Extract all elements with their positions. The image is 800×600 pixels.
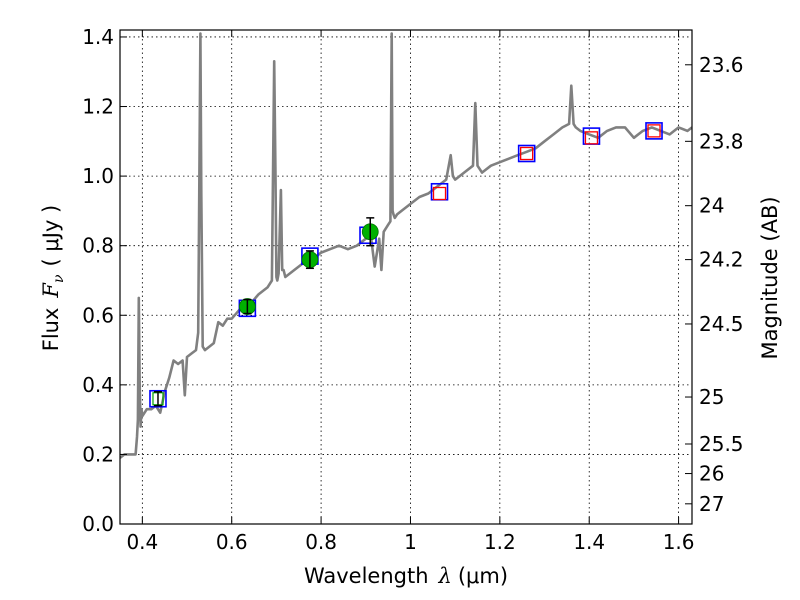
y-tick-label: 0.4 (82, 373, 114, 397)
right-tick-label: 25.5 (699, 432, 744, 456)
y-tick-label: 0.6 (82, 303, 114, 327)
right-tick-label: 26 (699, 462, 724, 486)
y-tick-label: 1.0 (82, 164, 114, 188)
y-axis-title: FluxFν( μJy ) (39, 205, 67, 351)
right-tick-label: 23.8 (699, 129, 744, 153)
x-tick-label: 0.6 (216, 530, 248, 554)
right-tick-label: 25 (699, 385, 724, 409)
right-tick-label: 23.6 (699, 53, 744, 77)
model-square-blue (517, 144, 536, 163)
model-square-red (647, 124, 661, 138)
grid-lines (120, 30, 692, 525)
model-square-blue (645, 122, 663, 140)
plot-frame (119, 29, 693, 525)
right-axis-title: Magnitude (AB) (758, 196, 782, 359)
right-tick-label: 24.2 (699, 248, 744, 272)
axis-ticks (120, 30, 692, 525)
x-tick-label: 0.4 (126, 530, 158, 554)
spectrum-line (120, 32, 692, 459)
x-tick-label: 1.6 (663, 530, 695, 554)
model-square-red (584, 131, 599, 145)
y-tick-label: 0.2 (82, 442, 114, 466)
x-tick-label: 0.8 (305, 530, 337, 554)
x-tick-label: 1.2 (484, 530, 516, 554)
axis-tick-labels: 0.4 0.6 0.8 1 1.2 1.4 1.6 0.0 0.2 0.4 0.6 0.8 1.0 1.2… (82, 25, 743, 554)
photometry-markers (149, 122, 663, 408)
model-square-blue (149, 389, 167, 408)
spectrum-series (120, 32, 692, 459)
y-tick-label: 1.4 (82, 25, 114, 49)
model-square-red (432, 186, 447, 201)
y-tick-label: 0.8 (82, 234, 114, 258)
y-tick-label: 0.0 (82, 512, 114, 536)
x-tick-label: 1 (404, 530, 417, 554)
right-tick-label: 24.5 (699, 312, 744, 336)
right-tick-label: 27 (699, 492, 724, 516)
model-square-red (520, 146, 534, 161)
right-tick-label: 24 (699, 194, 724, 218)
x-tick-label: 1.4 (573, 530, 605, 554)
y-tick-label: 1.2 (82, 95, 114, 119)
x-axis-title: Wavelength λ (μm) (304, 564, 508, 588)
